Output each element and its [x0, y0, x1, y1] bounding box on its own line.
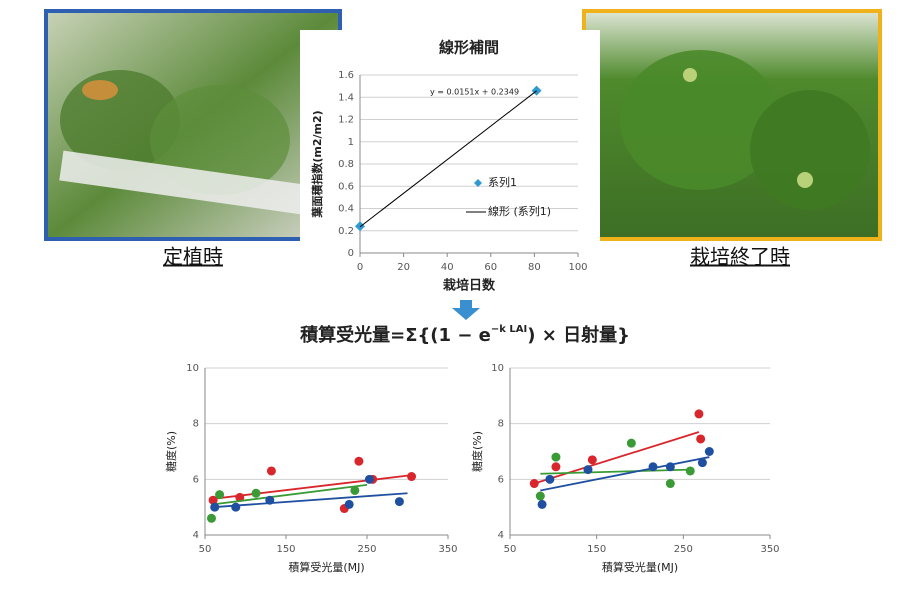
- x-tick-label: 50: [504, 544, 517, 555]
- x-tick-label: 60: [484, 262, 497, 273]
- point: [265, 495, 275, 505]
- caption: 定植時: [163, 245, 223, 269]
- point: [251, 488, 261, 498]
- point: [551, 452, 561, 462]
- arrow: [452, 300, 480, 320]
- point: [394, 497, 404, 507]
- formula-tail: ) × 日射量}: [527, 324, 630, 346]
- point: [235, 492, 245, 502]
- equation: y = 0.0151x + 0.2349: [430, 88, 519, 97]
- y-tick-label: 0: [348, 248, 354, 259]
- chart-title: 線形補間: [439, 39, 499, 57]
- point: [537, 499, 547, 509]
- point: [266, 466, 276, 476]
- y-tick-label: 6: [498, 474, 504, 485]
- point: [685, 466, 695, 476]
- y-tick-label: 0.4: [338, 204, 354, 215]
- caption: 栽培終了時: [690, 245, 790, 269]
- x-axis-label: 積算受光量(MJ): [602, 560, 678, 574]
- point: [583, 465, 593, 475]
- y-axis-label: 糖度(%): [164, 431, 178, 472]
- formula-sup: −k LAI: [491, 324, 527, 335]
- point: [344, 499, 354, 509]
- y-tick-label: 10: [186, 363, 199, 374]
- legend-marker: [474, 179, 482, 187]
- x-tick-label: 100: [568, 262, 587, 273]
- trend-line: [212, 484, 368, 506]
- point: [364, 474, 374, 484]
- trend-line: [212, 474, 412, 500]
- point: [350, 485, 360, 495]
- point: [648, 462, 658, 472]
- x-tick-label: 150: [587, 544, 606, 555]
- y-tick-label: 8: [498, 419, 504, 430]
- trend-line: [533, 431, 700, 485]
- point: [665, 462, 675, 472]
- y-tick-label: 0.6: [338, 181, 354, 192]
- y-tick-label: 1.6: [338, 70, 354, 81]
- trend-line: [540, 468, 691, 475]
- x-tick-label: 40: [441, 262, 454, 273]
- trend-line: [213, 492, 408, 509]
- legend-label: 系列1: [488, 175, 517, 189]
- y-axis-label: 葉面積指数(m2/m2): [310, 110, 324, 218]
- formula-text: 積算受光量=Σ{(1 − e: [299, 324, 491, 346]
- point: [210, 502, 220, 512]
- y-tick-label: 1.2: [338, 115, 354, 126]
- trend-line: [540, 456, 710, 492]
- point: [354, 456, 364, 466]
- point: [551, 462, 561, 472]
- legend-label: 線形 (系列1): [488, 204, 551, 218]
- x-tick-label: 50: [199, 544, 212, 555]
- y-axis-label: 糖度(%): [470, 431, 484, 472]
- point: [529, 479, 539, 489]
- point: [696, 434, 706, 444]
- point: [697, 458, 707, 468]
- y-tick-label: 0.8: [338, 159, 354, 170]
- x-tick-label: 20: [397, 262, 410, 273]
- point: [215, 490, 225, 500]
- y-tick-label: 4: [498, 530, 504, 541]
- formula: 積算受光量=Σ{(1 − e−k LAI) × 日射量}: [299, 324, 630, 346]
- x-axis-label: 栽培日数: [443, 278, 496, 294]
- point: [545, 474, 555, 484]
- x-tick-label: 250: [357, 544, 376, 555]
- point: [626, 438, 636, 448]
- point: [587, 455, 597, 465]
- point: [407, 472, 417, 482]
- y-tick-label: 0.2: [338, 226, 354, 237]
- x-tick-label: 250: [674, 544, 693, 555]
- y-tick-label: 6: [193, 474, 199, 485]
- photo-harvest: [582, 9, 882, 241]
- point: [535, 491, 545, 501]
- y-tick-label: 10: [491, 363, 504, 374]
- trend-line: [359, 90, 537, 228]
- point: [231, 502, 241, 512]
- x-axis-label: 積算受光量(MJ): [288, 560, 364, 574]
- photo-planting: [44, 9, 342, 241]
- x-tick-label: 0: [357, 262, 363, 273]
- x-tick-label: 350: [760, 544, 779, 555]
- y-tick-label: 4: [193, 530, 199, 541]
- y-tick-label: 8: [193, 419, 199, 430]
- point: [665, 479, 675, 489]
- y-tick-label: 1.4: [338, 92, 354, 103]
- point: [208, 495, 218, 505]
- x-tick-label: 80: [528, 262, 541, 273]
- point: [694, 409, 704, 419]
- x-tick-label: 350: [438, 544, 457, 555]
- point: [704, 447, 714, 456]
- point: [206, 513, 216, 523]
- y-tick-label: 1: [348, 137, 354, 148]
- x-tick-label: 150: [276, 544, 295, 555]
